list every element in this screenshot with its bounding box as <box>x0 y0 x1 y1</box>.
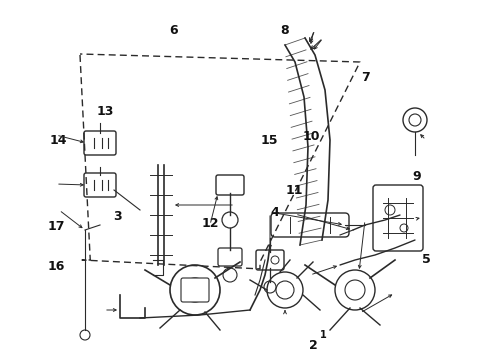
Text: 11: 11 <box>285 184 303 197</box>
Text: 15: 15 <box>261 134 278 147</box>
Text: 14: 14 <box>50 134 68 147</box>
Text: 9: 9 <box>412 170 421 183</box>
Text: 1: 1 <box>320 330 327 340</box>
Text: 4: 4 <box>270 206 279 219</box>
Text: 13: 13 <box>97 105 114 118</box>
FancyBboxPatch shape <box>181 278 209 302</box>
Text: 5: 5 <box>422 253 431 266</box>
Text: 3: 3 <box>113 210 122 222</box>
Text: 2: 2 <box>309 339 318 352</box>
Text: 6: 6 <box>170 24 178 37</box>
Text: 7: 7 <box>361 71 369 84</box>
Text: 8: 8 <box>280 24 289 37</box>
Text: 16: 16 <box>48 260 65 273</box>
Text: 17: 17 <box>48 220 65 233</box>
Text: 12: 12 <box>202 217 220 230</box>
Text: 10: 10 <box>302 130 320 143</box>
